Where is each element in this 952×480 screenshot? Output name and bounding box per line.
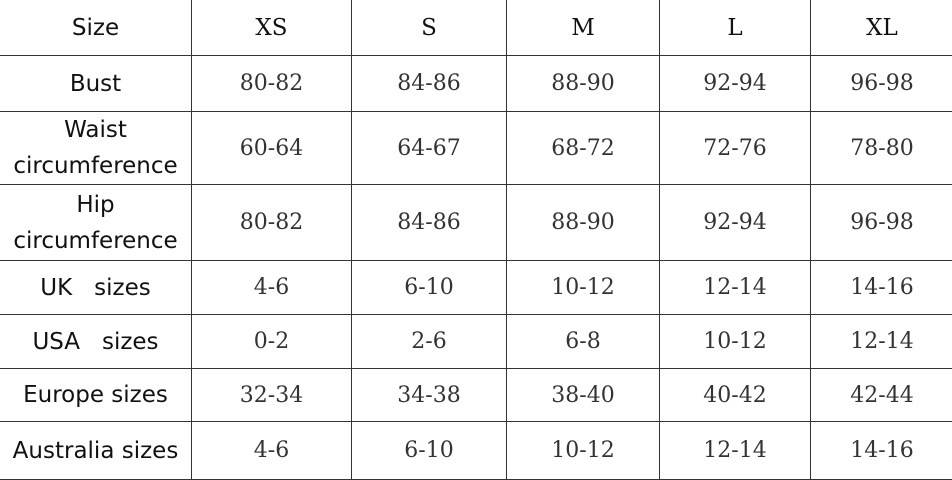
row-label: UK sizes bbox=[0, 261, 192, 315]
table-cell: 6-8 bbox=[507, 315, 660, 369]
table-cell: 6-10 bbox=[352, 422, 507, 480]
table-cell: 38-40 bbox=[507, 369, 660, 422]
table-cell: 92-94 bbox=[660, 185, 811, 261]
header-size-xl: XL bbox=[811, 0, 952, 56]
row-label: Waist circumference bbox=[0, 112, 192, 185]
table-cell: 40-42 bbox=[660, 369, 811, 422]
table-cell: 84-86 bbox=[352, 185, 507, 261]
table-cell: 84-86 bbox=[352, 56, 507, 112]
table-cell: 68-72 bbox=[507, 112, 660, 185]
table-cell: 78-80 bbox=[811, 112, 952, 185]
table-cell: 12-14 bbox=[811, 315, 952, 369]
row-label: Bust bbox=[0, 56, 192, 112]
table-cell: 42-44 bbox=[811, 369, 952, 422]
row-label: USA sizes bbox=[0, 315, 192, 369]
table-cell: 4-6 bbox=[192, 261, 352, 315]
header-size-s: S bbox=[352, 0, 507, 56]
table-cell: 80-82 bbox=[192, 185, 352, 261]
table-cell: 2-6 bbox=[352, 315, 507, 369]
table-cell: 34-38 bbox=[352, 369, 507, 422]
table-cell: 88-90 bbox=[507, 56, 660, 112]
table-cell: 64-67 bbox=[352, 112, 507, 185]
table-cell: 14-16 bbox=[811, 422, 952, 480]
table-cell: 60-64 bbox=[192, 112, 352, 185]
table-cell: 32-34 bbox=[192, 369, 352, 422]
table-cell: 96-98 bbox=[811, 185, 952, 261]
table-cell: 12-14 bbox=[660, 422, 811, 480]
table-cell: 88-90 bbox=[507, 185, 660, 261]
table-cell: 10-12 bbox=[507, 422, 660, 480]
row-label: Europe sizes bbox=[0, 369, 192, 422]
table-cell: 10-12 bbox=[660, 315, 811, 369]
table-cell: 4-6 bbox=[192, 422, 352, 480]
table-cell: 96-98 bbox=[811, 56, 952, 112]
table-cell: 6-10 bbox=[352, 261, 507, 315]
table-cell: 0-2 bbox=[192, 315, 352, 369]
table-cell: 80-82 bbox=[192, 56, 352, 112]
header-size-xs: XS bbox=[192, 0, 352, 56]
row-label: Hip circumference bbox=[0, 185, 192, 261]
header-size-label: Size bbox=[0, 0, 192, 56]
table-cell: 72-76 bbox=[660, 112, 811, 185]
table-cell: 10-12 bbox=[507, 261, 660, 315]
table-cell: 14-16 bbox=[811, 261, 952, 315]
header-size-l: L bbox=[660, 0, 811, 56]
table-cell: 12-14 bbox=[660, 261, 811, 315]
table-cell: 92-94 bbox=[660, 56, 811, 112]
header-size-m: M bbox=[507, 0, 660, 56]
row-label: Australia sizes bbox=[0, 422, 192, 480]
